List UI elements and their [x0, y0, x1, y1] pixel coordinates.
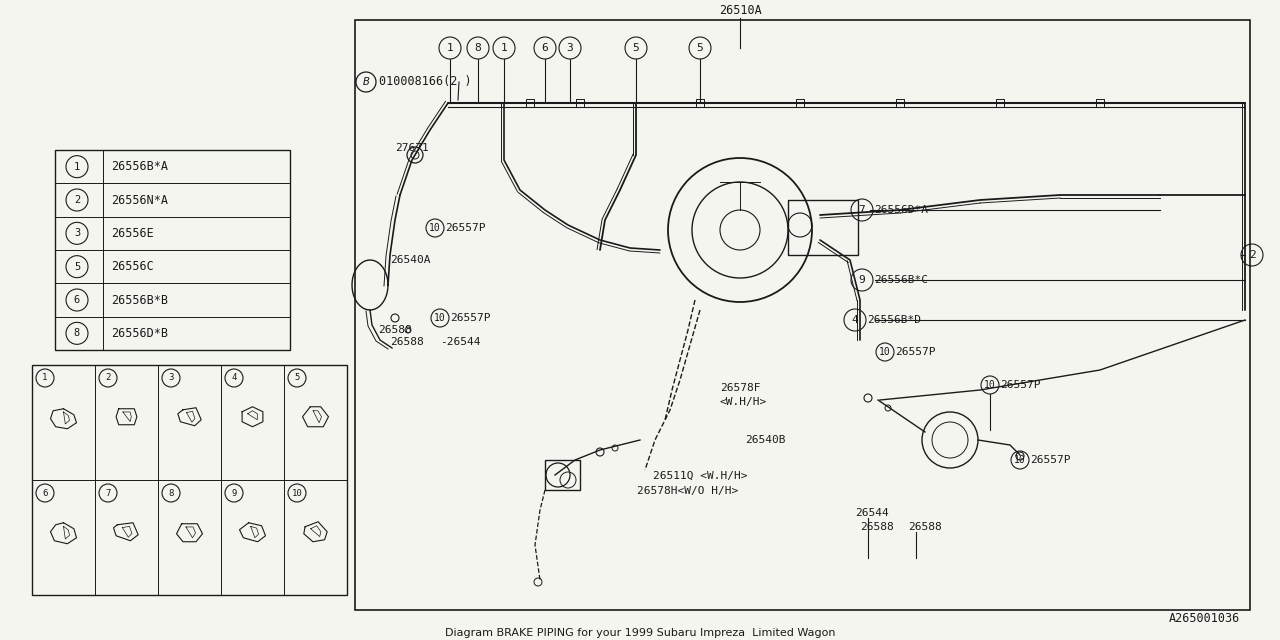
Text: 26556D*A: 26556D*A [874, 205, 928, 215]
Text: 26544: 26544 [855, 508, 888, 518]
Text: 010008166(2 ): 010008166(2 ) [379, 76, 471, 88]
Text: 7: 7 [859, 205, 865, 215]
Text: 4: 4 [851, 315, 859, 325]
Text: 26557P: 26557P [1000, 380, 1041, 390]
Bar [996, 99, 1004, 107]
Text: 2: 2 [105, 374, 110, 383]
Text: 2: 2 [74, 195, 81, 205]
Text: 26556B*D: 26556B*D [867, 315, 922, 325]
Text: 1: 1 [447, 43, 453, 53]
Bar [32, 365, 347, 595]
Bar [545, 460, 580, 490]
Text: 3: 3 [168, 374, 174, 383]
Text: 26556C: 26556C [111, 260, 154, 273]
Bar [788, 200, 858, 255]
Text: 26578H<W/O H/H>: 26578H<W/O H/H> [637, 486, 739, 496]
Bar [696, 99, 704, 107]
Text: 26557P: 26557P [1030, 455, 1070, 465]
Text: 1: 1 [74, 162, 81, 172]
Bar [796, 99, 804, 107]
Text: 26557P: 26557P [895, 347, 936, 357]
Text: 1: 1 [42, 374, 47, 383]
Text: 26557P: 26557P [451, 313, 490, 323]
Text: 26556E: 26556E [111, 227, 154, 240]
Text: 3: 3 [74, 228, 81, 238]
Bar [576, 99, 584, 107]
Text: 26540B: 26540B [745, 435, 786, 445]
Text: 26556N*A: 26556N*A [111, 193, 168, 207]
Text: 26540A: 26540A [390, 255, 430, 265]
Text: 6: 6 [42, 488, 47, 497]
Text: 26556D*B: 26556D*B [111, 327, 168, 340]
Text: 1: 1 [500, 43, 507, 53]
Text: 27671: 27671 [396, 143, 429, 153]
Text: 5: 5 [74, 262, 81, 271]
Text: 9: 9 [232, 488, 237, 497]
Text: 26510A: 26510A [718, 3, 762, 17]
Text: 5: 5 [696, 43, 704, 53]
Text: 8: 8 [168, 488, 174, 497]
Text: 2: 2 [1248, 250, 1256, 260]
Text: 8: 8 [475, 43, 481, 53]
Bar [355, 20, 1251, 610]
Text: 10: 10 [292, 488, 302, 497]
Text: 10: 10 [434, 313, 445, 323]
Text: 26556B*A: 26556B*A [111, 160, 168, 173]
Text: 26556B*B: 26556B*B [111, 294, 168, 307]
Text: 10: 10 [429, 223, 440, 233]
Bar [55, 150, 291, 350]
Bar [1096, 99, 1103, 107]
Text: 26556B*C: 26556B*C [874, 275, 928, 285]
Text: 10: 10 [1014, 455, 1025, 465]
Text: <W.H/H>: <W.H/H> [719, 397, 767, 407]
Bar [526, 99, 534, 107]
Text: 26588: 26588 [860, 522, 893, 532]
Text: 26557P: 26557P [445, 223, 485, 233]
Text: 3: 3 [567, 43, 573, 53]
Text: 10: 10 [879, 347, 891, 357]
Text: 9: 9 [859, 275, 865, 285]
Text: 5: 5 [294, 374, 300, 383]
Text: 7: 7 [105, 488, 110, 497]
Text: 26588: 26588 [908, 522, 942, 532]
Text: 4: 4 [232, 374, 237, 383]
Text: 5: 5 [632, 43, 640, 53]
Text: A265001036: A265001036 [1169, 612, 1240, 625]
Text: 26511Q <W.H/H>: 26511Q <W.H/H> [653, 471, 748, 481]
Text: 8: 8 [74, 328, 81, 339]
Text: Diagram BRAKE PIPING for your 1999 Subaru Impreza  Limited Wagon: Diagram BRAKE PIPING for your 1999 Subar… [444, 628, 836, 638]
Text: 6: 6 [541, 43, 548, 53]
Text: 6: 6 [74, 295, 81, 305]
Bar [896, 99, 904, 107]
Text: -26544: -26544 [440, 337, 480, 347]
Text: 26588: 26588 [378, 325, 412, 335]
Text: B: B [362, 77, 370, 87]
Text: 10: 10 [984, 380, 996, 390]
Text: 26578F: 26578F [719, 383, 760, 393]
Text: 26588: 26588 [390, 337, 424, 347]
